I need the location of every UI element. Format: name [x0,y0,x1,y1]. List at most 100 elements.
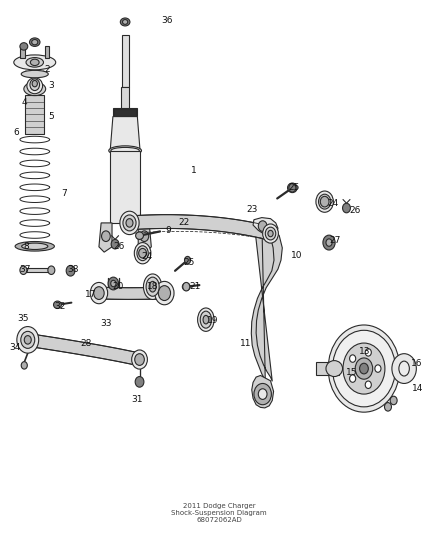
Ellipse shape [32,39,38,45]
Circle shape [183,282,190,291]
Polygon shape [110,117,140,150]
Bar [113,108,138,117]
Text: 7: 7 [61,189,67,198]
Circle shape [365,381,371,389]
Circle shape [102,231,110,241]
Text: 22: 22 [179,219,190,228]
Circle shape [258,221,267,231]
Circle shape [390,396,397,405]
Bar [21,268,53,272]
Text: 13: 13 [359,347,370,356]
Ellipse shape [30,59,39,66]
Ellipse shape [20,43,28,50]
Circle shape [21,332,35,349]
Circle shape [139,248,147,258]
Ellipse shape [109,146,141,156]
Ellipse shape [144,274,162,300]
Circle shape [328,325,400,412]
Ellipse shape [29,38,40,46]
Text: 10: 10 [291,252,303,260]
Circle shape [132,350,148,369]
Circle shape [355,358,373,379]
Text: 18: 18 [147,282,159,291]
Circle shape [332,330,396,407]
Circle shape [320,196,329,207]
Text: 15: 15 [346,368,357,377]
Text: 6: 6 [13,128,19,137]
Text: 38: 38 [67,265,78,273]
Circle shape [343,343,385,394]
Ellipse shape [123,20,128,25]
Circle shape [268,230,273,237]
Circle shape [17,327,39,353]
Ellipse shape [136,232,144,239]
Text: 4: 4 [21,98,27,107]
Circle shape [135,354,145,366]
Circle shape [289,183,296,192]
Bar [122,35,129,87]
Ellipse shape [137,246,148,261]
Text: 37: 37 [19,265,31,273]
Circle shape [375,365,381,372]
Ellipse shape [15,241,54,251]
Ellipse shape [288,183,297,192]
Circle shape [365,349,371,356]
Circle shape [94,287,104,300]
Ellipse shape [146,277,159,296]
Bar [45,46,49,58]
Circle shape [21,362,27,369]
Circle shape [258,389,267,399]
Text: 28: 28 [80,339,92,348]
Circle shape [66,265,75,276]
Text: 24: 24 [141,253,152,261]
Ellipse shape [21,70,48,78]
Text: 25: 25 [289,183,300,192]
Bar [110,151,140,223]
Bar [121,87,130,124]
Ellipse shape [326,361,343,376]
Circle shape [20,266,27,274]
Ellipse shape [149,281,156,292]
Polygon shape [253,217,278,236]
Text: 9: 9 [166,226,172,235]
Ellipse shape [120,18,130,26]
Ellipse shape [316,191,333,212]
Circle shape [137,232,143,239]
Circle shape [140,231,149,241]
Bar [20,46,25,58]
Polygon shape [129,215,272,240]
Circle shape [323,235,335,250]
Ellipse shape [198,308,214,332]
Text: 3: 3 [48,81,53,90]
Text: 36: 36 [161,17,173,26]
Polygon shape [138,223,151,252]
Text: 19: 19 [207,316,218,325]
Ellipse shape [32,80,37,87]
Circle shape [48,266,55,274]
Text: 35: 35 [17,314,29,323]
Ellipse shape [134,243,151,264]
Circle shape [265,227,276,240]
Ellipse shape [30,79,39,91]
Text: 11: 11 [240,339,251,348]
Circle shape [111,280,116,287]
Bar [25,95,44,134]
Circle shape [120,211,139,235]
Bar [114,109,137,116]
Text: 17: 17 [85,289,96,298]
Circle shape [184,256,191,264]
Text: 24: 24 [327,199,339,208]
Ellipse shape [24,82,46,95]
Circle shape [385,402,392,411]
Ellipse shape [200,311,212,328]
Text: 14: 14 [412,384,424,393]
Polygon shape [251,219,283,381]
Text: 16: 16 [411,359,423,368]
Text: 32: 32 [54,302,65,311]
Circle shape [24,336,31,344]
Ellipse shape [318,194,331,209]
Ellipse shape [53,301,61,309]
Text: 25: 25 [183,258,194,266]
Circle shape [158,286,170,301]
Ellipse shape [111,148,139,154]
